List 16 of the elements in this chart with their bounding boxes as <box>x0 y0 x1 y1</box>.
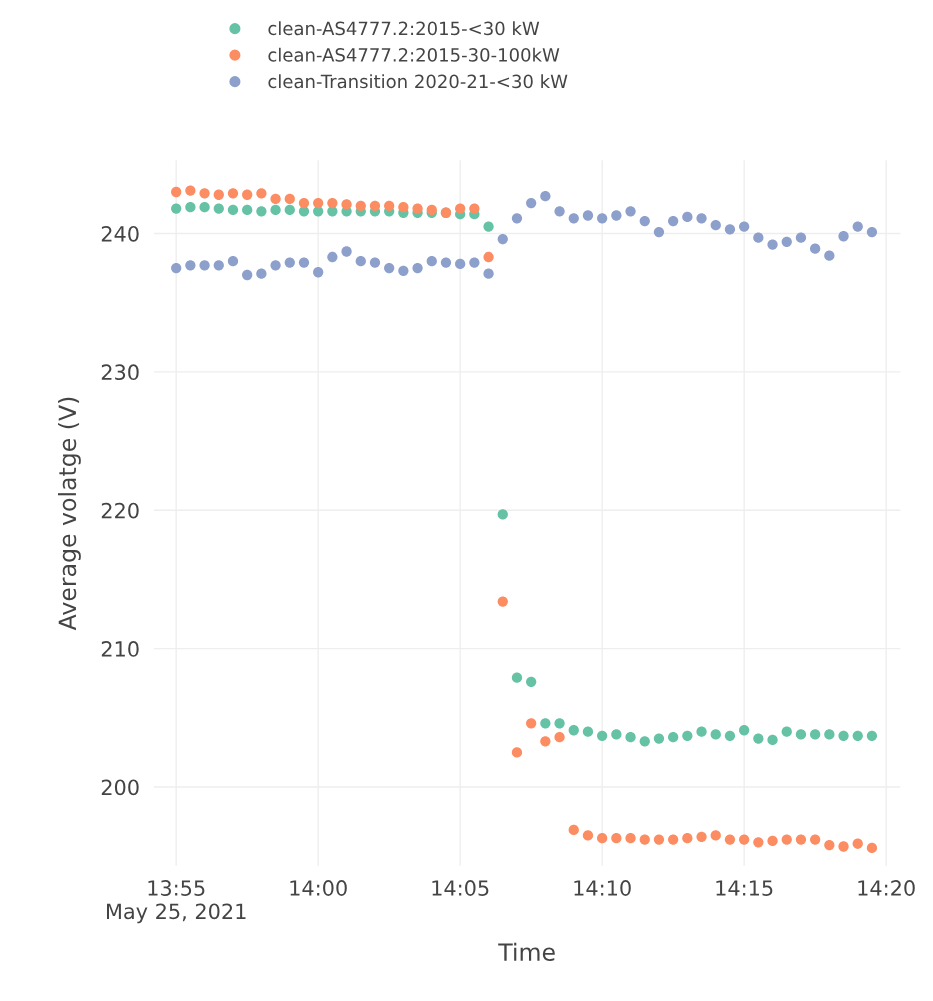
x-tick-label: 14:15 <box>716 880 773 896</box>
y-axis-title: Average volatge (V) <box>57 397 81 631</box>
x-tick-label: 14:10 <box>574 880 631 896</box>
y-tick-label: 200 <box>101 779 139 796</box>
legend-label: clean-Transition 2020-21-<30 kW <box>268 74 568 89</box>
x-tick-label: 14:05 <box>432 880 489 896</box>
legend-label: clean-AS4777.2:2015-30-100kW <box>268 47 560 62</box>
y-tick-label: 240 <box>101 225 139 242</box>
legend-label: clean-AS4777.2:2015-<30 kW <box>268 21 540 36</box>
x-axis-title: Time <box>498 942 555 961</box>
y-tick-label: 210 <box>101 641 139 657</box>
x-tick-label: 14:00 <box>290 880 347 896</box>
y-tick-label: 220 <box>101 502 139 519</box>
x-tick-label: 13:55 May 25, 2021 <box>107 880 246 924</box>
y-tick-label: 230 <box>101 364 139 381</box>
x-tick-label: 14:20 <box>858 880 915 896</box>
